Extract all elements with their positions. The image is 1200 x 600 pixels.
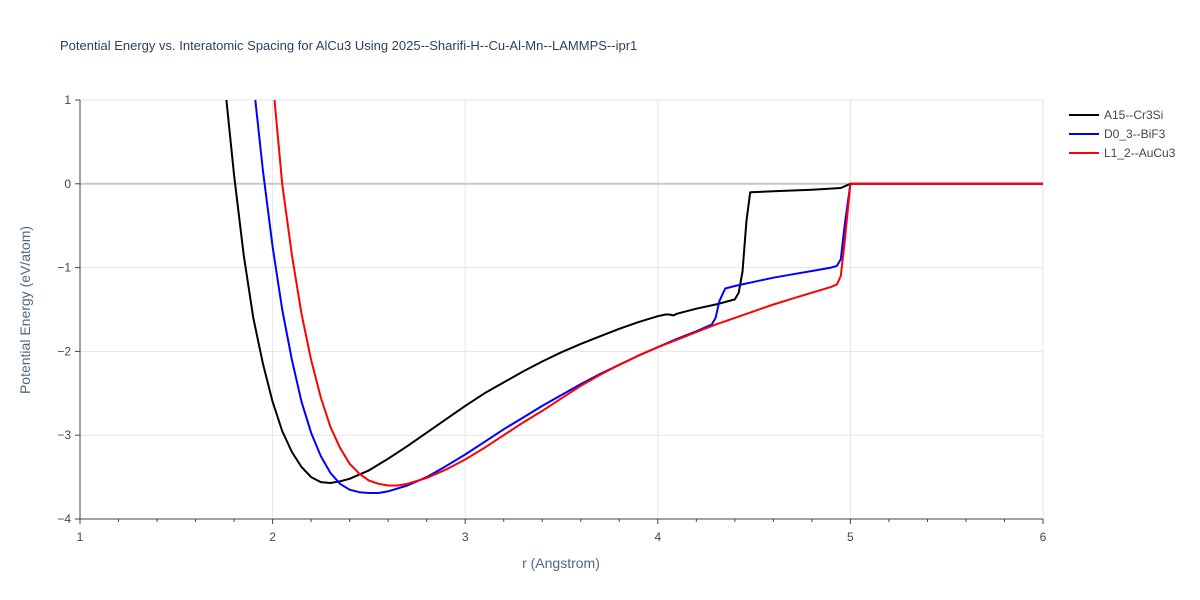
axes bbox=[75, 99, 1044, 524]
legend-item[interactable]: L1_2--AuCu3 bbox=[1069, 146, 1176, 160]
series-line-2 bbox=[273, 100, 1043, 487]
x-tick-label: 6 bbox=[1040, 530, 1047, 544]
plot-area bbox=[225, 100, 1043, 494]
legend-item[interactable]: A15--Cr3Si bbox=[1069, 108, 1163, 122]
x-tick-label: 4 bbox=[654, 530, 661, 544]
grid bbox=[80, 99, 1044, 519]
y-tick-label: −3 bbox=[57, 428, 71, 442]
legend-label: A15--Cr3Si bbox=[1104, 108, 1163, 122]
y-tick-label: −2 bbox=[57, 344, 71, 358]
y-axis-title: Potential Energy (eV/atom) bbox=[17, 226, 33, 394]
y-tick-label: −4 bbox=[57, 512, 71, 526]
x-tick-label: 2 bbox=[269, 530, 276, 544]
legend-label: L1_2--AuCu3 bbox=[1104, 146, 1176, 160]
x-axis-title: r (Angstrom) bbox=[522, 555, 600, 571]
series-line-0 bbox=[225, 100, 1043, 484]
y-tick-label: 1 bbox=[64, 93, 71, 107]
y-tick-label: 0 bbox=[64, 177, 71, 191]
legend-label: D0_3--BiF3 bbox=[1104, 127, 1166, 141]
y-tick-label: −1 bbox=[57, 261, 71, 275]
x-tick-label: 3 bbox=[462, 530, 469, 544]
series-line-1 bbox=[254, 100, 1043, 494]
x-tick-label: 1 bbox=[77, 530, 84, 544]
chart-title: Potential Energy vs. Interatomic Spacing… bbox=[60, 38, 637, 53]
legend-item[interactable]: D0_3--BiF3 bbox=[1069, 127, 1166, 141]
legend[interactable]: A15--Cr3Si D0_3--BiF3 L1_2--AuCu3 bbox=[1069, 108, 1176, 160]
x-tick-label: 5 bbox=[847, 530, 854, 544]
ticks: 1 2 3 4 5 6 1 0 −1 −2 −3 −4 bbox=[57, 93, 1046, 544]
